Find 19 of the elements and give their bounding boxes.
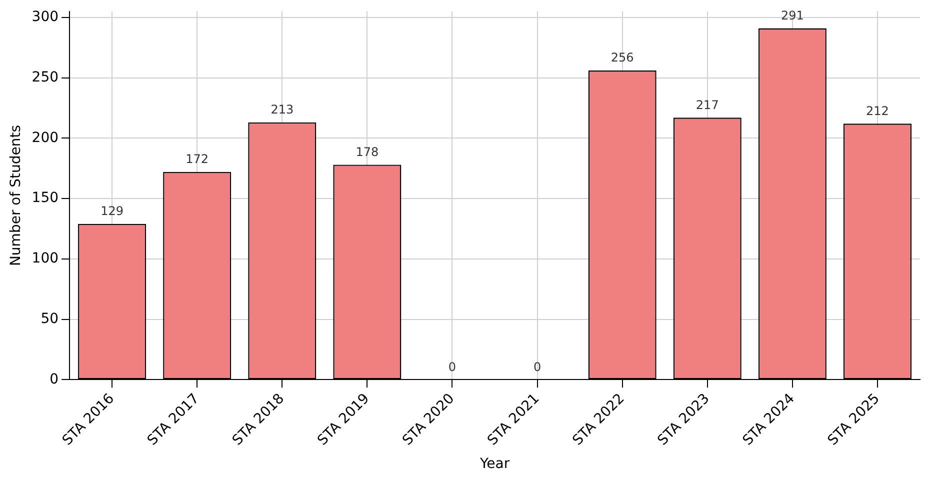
x-axis-title: Year: [478, 456, 510, 472]
y-tick-label: 150: [32, 190, 59, 206]
data-label: 212: [866, 104, 889, 118]
data-label: 0: [448, 360, 456, 374]
y-tick-label: 0: [50, 371, 59, 388]
data-label: 213: [270, 102, 294, 117]
data-label: 172: [186, 152, 209, 166]
data-label: 291: [780, 8, 804, 22]
y-tick-label: 250: [32, 69, 59, 86]
y-tick-label: 100: [32, 250, 59, 267]
data-label: 129: [100, 204, 124, 218]
y-axis-title: Number of Students: [8, 125, 24, 266]
data-label: 217: [696, 98, 719, 112]
y-tick-label: 200: [32, 130, 59, 146]
y-tick-label: 50: [40, 310, 59, 327]
y-tick-label: 300: [32, 9, 59, 26]
data-label: 0: [533, 360, 542, 374]
data-label: 178: [356, 144, 379, 159]
data-label: 256: [610, 50, 634, 65]
